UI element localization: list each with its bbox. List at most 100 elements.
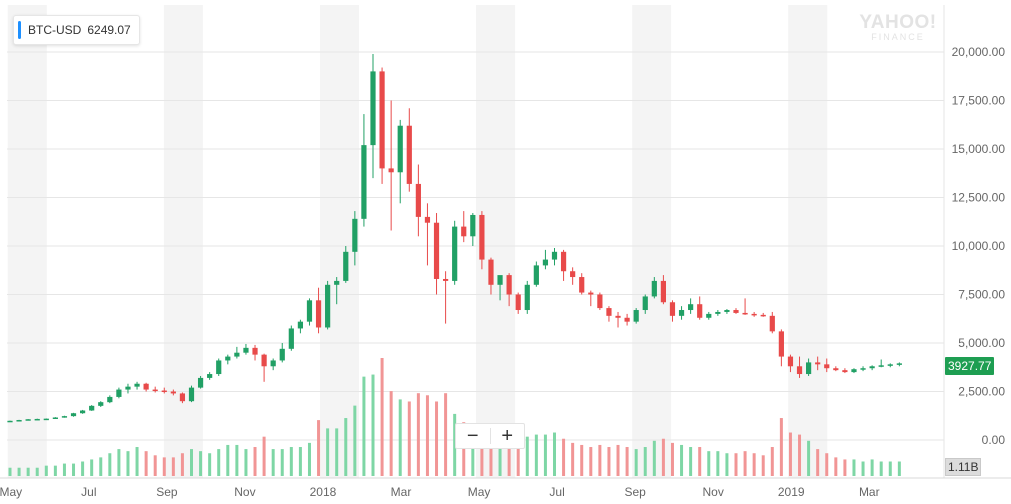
candle-body: [125, 386, 131, 390]
volume-bar: [843, 459, 847, 476]
volume-bar: [725, 453, 729, 476]
candle-body: [560, 251, 567, 272]
x-tick-label: Sep: [624, 485, 646, 499]
candle-body: [297, 321, 303, 329]
volume-bar: [62, 463, 66, 476]
volume-bar: [217, 449, 221, 476]
y-tick-label: 17,500.00: [952, 94, 1006, 108]
volume-bar: [589, 447, 593, 476]
volume-bar: [707, 451, 711, 476]
month-bands: [7, 5, 828, 478]
logo-line1: YAHOO!: [859, 12, 937, 33]
candle-body: [216, 360, 222, 375]
candle-body: [642, 296, 648, 311]
month-band: [7, 5, 47, 478]
candle-body: [815, 362, 821, 365]
zoom-out-button[interactable]: −: [466, 424, 479, 447]
candle-body: [116, 389, 122, 397]
volume-bar: [135, 447, 139, 476]
candle-body: [724, 310, 730, 312]
candle-body: [188, 387, 195, 402]
volume-bar: [807, 440, 811, 476]
x-tick-label: 2019: [778, 485, 805, 499]
candle-body: [343, 251, 349, 281]
volume-bar: [825, 453, 829, 476]
candle-body: [778, 331, 784, 357]
volume-bar: [861, 461, 865, 476]
volume-bar: [553, 432, 556, 476]
x-tick-label: 2018: [310, 485, 337, 499]
volume-bar: [81, 461, 85, 476]
x-tick-label: May: [468, 485, 491, 499]
volume-bar: [852, 459, 856, 476]
candle-body: [98, 402, 104, 406]
month-band: [163, 5, 203, 478]
volume-bar: [734, 453, 738, 476]
candle-body: [179, 393, 186, 402]
candle-body: [633, 310, 639, 322]
month-band: [632, 5, 672, 478]
x-axis-labels: May Jul Sep Nov 2018 Mar May Jul Sep Nov 2019 Mar: [0, 485, 880, 499]
volume-bar: [634, 449, 638, 476]
volume-bar: [680, 444, 684, 476]
volume-bar: [743, 451, 747, 476]
candle-body: [887, 364, 893, 366]
volume-bar: [407, 401, 411, 476]
candle-body: [234, 352, 240, 357]
volume-bar: [8, 467, 12, 476]
volume-bar: [888, 461, 892, 476]
volume-bar: [371, 374, 375, 476]
volume-bar: [870, 459, 874, 476]
candle-body: [306, 300, 313, 322]
candle-body: [25, 419, 31, 421]
candle-body: [252, 347, 258, 355]
candle-body: [497, 275, 503, 285]
price-candles: [7, 53, 902, 423]
volume-bar: [444, 393, 448, 476]
volume-bar: [307, 442, 311, 476]
candle-body: [406, 125, 412, 184]
volume-bar: [53, 465, 57, 476]
candle-body: [651, 280, 657, 297]
x-tick-label: Jul: [81, 485, 96, 499]
candle-body: [524, 284, 530, 311]
candle-body: [551, 251, 558, 260]
candle-body: [107, 396, 113, 403]
volume-bar: [44, 465, 48, 476]
candle-body: [588, 292, 594, 295]
volume-bar: [752, 453, 756, 476]
candle-body: [243, 347, 249, 353]
volume-bar: [698, 447, 702, 476]
candle-body: [869, 366, 875, 369]
candle-body: [787, 356, 794, 367]
volume-bar: [99, 457, 103, 476]
y-tick-label: 12,500.00: [952, 191, 1006, 205]
candle-body: [388, 168, 394, 173]
candle-body: [742, 312, 748, 315]
candle-body: [52, 417, 58, 419]
volume-bar: [507, 438, 511, 476]
x-tick-label: Nov: [234, 485, 255, 499]
y-tick-label: 0.00: [982, 433, 1006, 447]
volume-bar: [525, 436, 529, 476]
volume-bar: [435, 401, 439, 476]
volume-bar: [72, 463, 76, 476]
candle-body: [624, 317, 630, 322]
ticker-legend[interactable]: BTC-USD 6249.07: [13, 15, 140, 45]
x-tick-label: Jul: [549, 485, 564, 499]
volume-bar: [244, 449, 248, 476]
gridlines: [0, 5, 1011, 479]
candle-body: [16, 420, 22, 422]
candle-body: [697, 304, 703, 318]
volume-bar: [625, 447, 629, 476]
volume-bar: [335, 428, 339, 476]
logo-line2: FINANCE: [871, 32, 925, 42]
volume-bar: [226, 444, 230, 476]
yahoo-finance-logo: YAHOO! FINANCE: [856, 13, 940, 42]
volume-bar: [353, 405, 357, 476]
zoom-in-button[interactable]: +: [501, 424, 514, 447]
volume-bar: [897, 461, 901, 476]
candle-body: [452, 226, 458, 281]
